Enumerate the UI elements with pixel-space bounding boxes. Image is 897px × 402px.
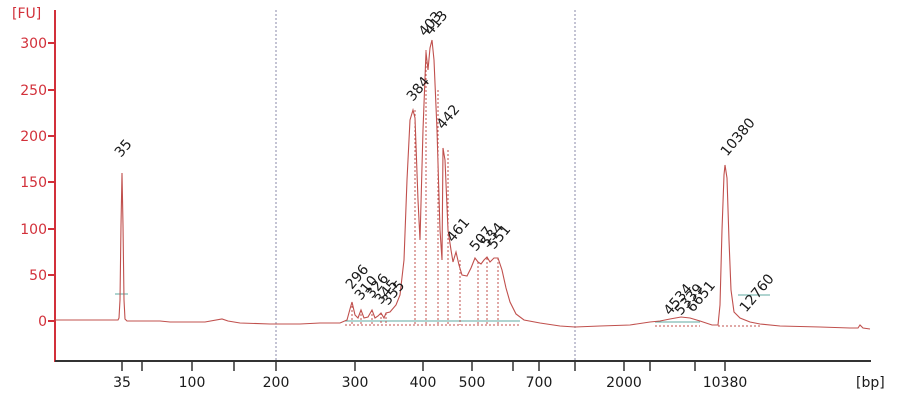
peak-dropdown-lines [345,50,760,327]
peak-label-10380: 10380 [718,115,759,159]
x-tick-label: 200 [263,375,290,391]
y-axis-tick-labels: 300 250 200 150 100 50 0 [20,36,47,330]
x-tick-label: 2000 [606,375,642,391]
marker-lines [275,10,576,361]
x-axis-unit-label: [bp] [856,375,885,391]
x-tick-label: 10380 [703,375,748,391]
y-axis-unit-label: [FU] [12,6,41,22]
y-tick-100: 100 [20,222,47,238]
x-tick-label: 700 [526,375,553,391]
y-tick-300: 300 [20,36,47,52]
x-tick-label: 35 [113,375,131,391]
y-axis [48,10,56,362]
x-tick-label: 100 [179,375,206,391]
electropherogram-trace [55,39,871,330]
y-tick-250: 250 [20,83,47,99]
x-tick-label: 500 [459,375,486,391]
peak-baselines [115,293,770,323]
peak-label-384: 384 [404,74,433,105]
y-tick-150: 150 [20,175,47,191]
y-tick-0: 0 [38,314,47,330]
y-tick-200: 200 [20,129,47,145]
peak-label-35: 35 [112,137,136,161]
x-tick-label: 300 [342,375,369,391]
x-tick-label: 400 [410,375,437,391]
x-axis-ticks: 35 100 200 300 400 500 700 2000 10380 [113,361,747,391]
y-tick-50: 50 [29,268,47,284]
peak-label-12760: 12760 [737,271,778,315]
